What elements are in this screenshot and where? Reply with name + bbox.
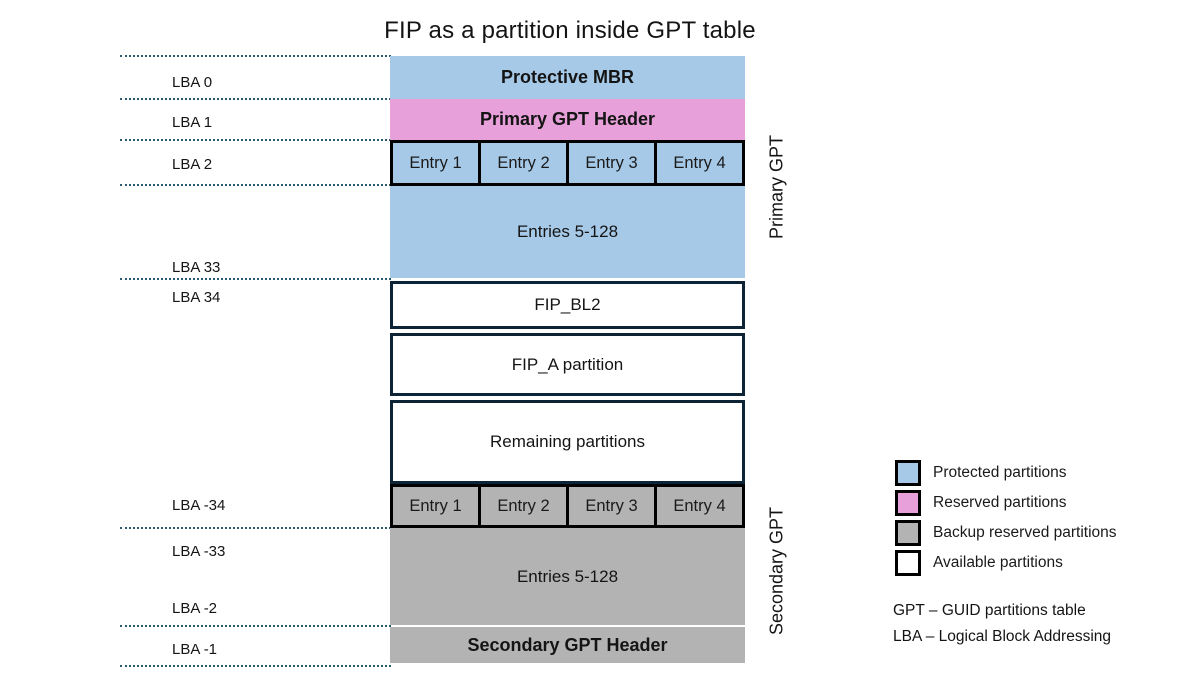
- legend-item-available: Available partitions: [895, 550, 1063, 576]
- primary-entry-3: Entry 3: [566, 143, 654, 183]
- block-fip-a-partition: FIP_A partition: [390, 333, 745, 396]
- block-protective-mbr: Protective MBR: [390, 56, 745, 99]
- lba-label-2: LBA 2: [172, 156, 213, 173]
- secondary-entry-1: Entry 1: [393, 487, 478, 525]
- lba-label-1: LBA 1: [172, 114, 213, 131]
- available-swatch-icon: [895, 550, 921, 576]
- legend-item-reserved: Reserved partitions: [895, 490, 1067, 516]
- legend-label: Reserved partitions: [933, 494, 1067, 511]
- lba-label-m33: LBA -33: [172, 543, 226, 560]
- primary-entry-row: Entry 1 Entry 2 Entry 3 Entry 4: [390, 140, 745, 186]
- reserved-swatch-icon: [895, 490, 921, 516]
- secondary-gpt-side-label: Secondary GPT: [766, 506, 787, 636]
- footnote-gpt: GPT – GUID partitions table: [893, 602, 1086, 619]
- lba-boundary-line: [120, 55, 391, 57]
- secondary-entry-4: Entry 4: [654, 487, 742, 525]
- protected-swatch-icon: [895, 460, 921, 486]
- lba-label-0: LBA 0: [172, 74, 213, 91]
- secondary-entry-3: Entry 3: [566, 487, 654, 525]
- lba-label-33: LBA 33: [172, 259, 221, 276]
- primary-gpt-side-label: Primary GPT: [766, 135, 787, 240]
- block-secondary-entries-5-128: Entries 5-128: [390, 528, 745, 625]
- lba-boundary-line: [120, 625, 391, 627]
- lba-label-m2: LBA -2: [172, 600, 218, 617]
- lba-boundary-line: [120, 139, 391, 141]
- legend-item-backup: Backup reserved partitions: [895, 520, 1117, 546]
- lba-label-m1: LBA -1: [172, 641, 218, 658]
- block-primary-entries-5-128: Entries 5-128: [390, 186, 745, 278]
- primary-entry-2: Entry 2: [478, 143, 566, 183]
- block-primary-gpt-header: Primary GPT Header: [390, 99, 745, 140]
- primary-entry-1: Entry 1: [393, 143, 478, 183]
- block-remaining-partitions: Remaining partitions: [390, 400, 745, 484]
- lba-label-m34: LBA -34: [172, 497, 226, 514]
- backup-swatch-icon: [895, 520, 921, 546]
- block-fip-bl2: FIP_BL2: [390, 281, 745, 329]
- secondary-entry-row: Entry 1 Entry 2 Entry 3 Entry 4: [390, 484, 745, 528]
- block-secondary-gpt-header: Secondary GPT Header: [390, 627, 745, 663]
- secondary-entry-2: Entry 2: [478, 487, 566, 525]
- lba-label-34: LBA 34: [172, 289, 221, 306]
- legend-label: Available partitions: [933, 554, 1063, 571]
- legend-item-protected: Protected partitions: [895, 460, 1067, 486]
- primary-entry-4: Entry 4: [654, 143, 742, 183]
- legend-label: Protected partitions: [933, 464, 1067, 481]
- footnote-lba: LBA – Logical Block Addressing: [893, 628, 1111, 645]
- lba-boundary-line: [120, 98, 391, 100]
- lba-boundary-line: [120, 184, 391, 186]
- legend-label: Backup reserved partitions: [933, 524, 1117, 541]
- lba-boundary-line: [120, 665, 391, 667]
- lba-boundary-line: [120, 527, 391, 529]
- page-title: FIP as a partition inside GPT table: [384, 17, 756, 44]
- lba-boundary-line: [120, 278, 391, 280]
